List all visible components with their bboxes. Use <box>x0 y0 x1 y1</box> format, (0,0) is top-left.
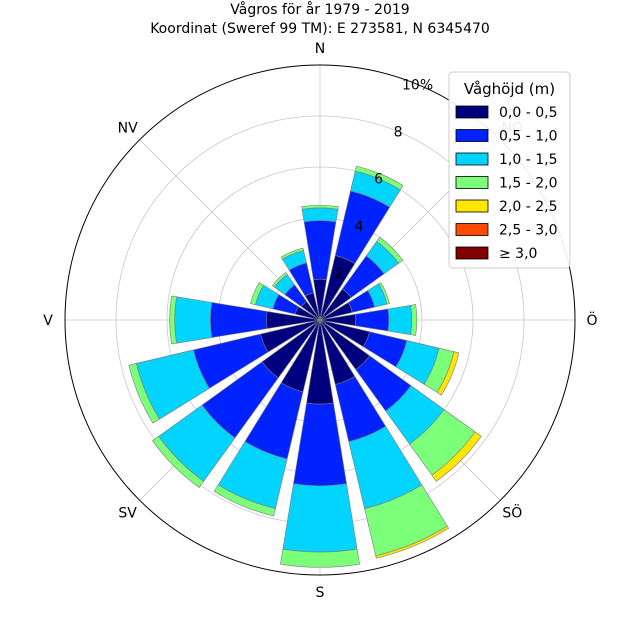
radial-tick-label-5: 10% <box>402 77 433 93</box>
bar-segment-8-3 <box>280 548 360 568</box>
legend-swatch-4 <box>455 199 489 213</box>
direction-label-7: NV <box>118 121 138 137</box>
direction-label-6: V <box>43 313 53 329</box>
bar-segment-13-3 <box>250 282 265 306</box>
bar-segment-12-1 <box>210 302 268 338</box>
legend-swatch-3 <box>455 176 489 189</box>
bar-segment-12-3 <box>169 295 177 345</box>
direction-label-2: Ö <box>586 311 597 329</box>
bar-segment-0-2 <box>301 207 339 223</box>
bar-segment-4-2 <box>387 304 413 336</box>
radial-tick-label-2: 4 <box>355 219 364 235</box>
legend-box <box>448 71 571 269</box>
legend-label-4: 2,0 - 2,5 <box>499 199 557 215</box>
bar-segment-3-3 <box>378 282 390 305</box>
chart-subtitle: Koordinat (Sweref 99 TM): E 273581, N 63… <box>150 21 490 37</box>
direction-label-5: SV <box>118 505 137 521</box>
bar-segment-11-3 <box>128 363 160 424</box>
bar-segment-0-1 <box>303 220 337 281</box>
bar-segment-4-1 <box>354 308 390 332</box>
radial-tick-label-3: 6 <box>374 172 383 188</box>
legend-label-1: 0,5 - 1,0 <box>499 129 557 145</box>
bar-segment-12-2 <box>174 296 213 344</box>
bar-segment-9-3 <box>213 484 276 517</box>
bar-segment-4-3 <box>410 304 418 336</box>
bar-segment-15-3 <box>280 247 304 260</box>
legend: Våghöjd (m) 0,0 - 0,5 0,5 - 1,0 1,0 - 1,5 1,… <box>448 71 571 269</box>
bar-segment-2-3 <box>376 236 404 264</box>
radial-tick-labels: 2 4 6 8 10% <box>335 77 433 281</box>
legend-swatch-1 <box>455 129 489 142</box>
legend-swatch-0 <box>455 105 489 119</box>
bar-segment-8-1 <box>293 402 347 486</box>
legend-title: Våghöjd (m) <box>464 80 555 98</box>
legend-swatch-6 <box>455 246 489 260</box>
outer-circle <box>64 64 576 576</box>
direction-labels: NNÖÖSÖSSVVNV <box>43 41 597 601</box>
bar-segment-7-4 <box>375 525 450 559</box>
sector-bars <box>128 165 482 568</box>
direction-label-0: N <box>315 41 325 57</box>
bar-segment-8-2 <box>282 483 358 553</box>
bar-segment-6-4 <box>431 431 482 482</box>
legend-label-6: ≥ 3,0 <box>499 246 537 262</box>
direction-label-4: S <box>316 585 325 601</box>
radial-tick-label-4: 8 <box>394 125 403 141</box>
bar-segment-1-3 <box>354 165 404 191</box>
legend-label-2: 1,0 - 1,5 <box>499 152 557 168</box>
legend-label-0: 0,0 - 0,5 <box>499 105 557 121</box>
chart-title: Vågros för år 1979 - 2019 <box>230 1 409 18</box>
bar-segment-5-4 <box>436 351 460 396</box>
bar-segment-14-3 <box>272 272 288 288</box>
bar-segment-10-3 <box>152 435 205 488</box>
legend-swatch-2 <box>455 152 489 166</box>
legend-swatch-5 <box>455 223 489 236</box>
legend-label-5: 2,5 - 3,0 <box>499 223 557 239</box>
legend-label-3: 1,5 - 2,0 <box>499 176 557 192</box>
bar-segment-0-3 <box>301 205 339 210</box>
direction-label-3: SÖ <box>502 503 522 521</box>
radial-tick-label-1: 2 <box>335 266 344 282</box>
